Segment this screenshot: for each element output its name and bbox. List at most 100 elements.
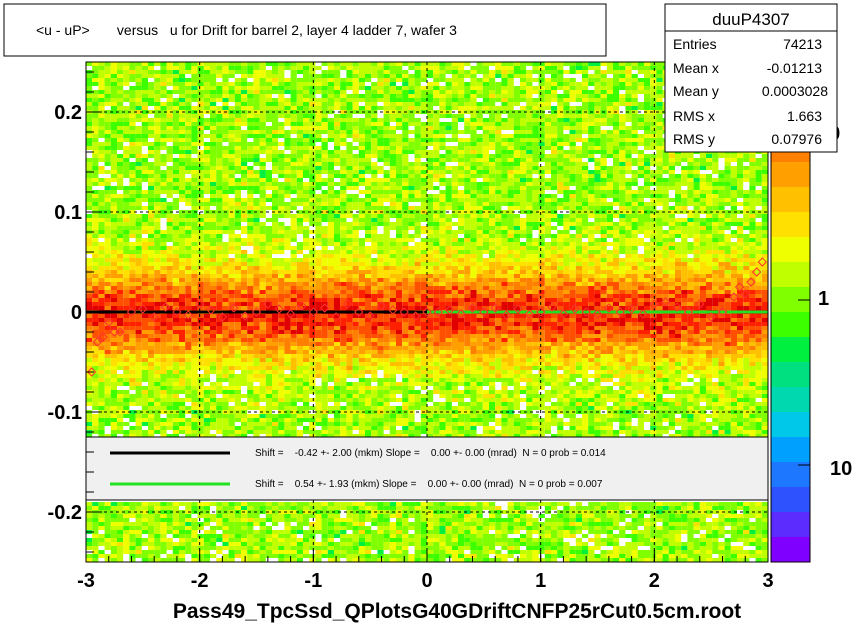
heatmap-cell bbox=[396, 114, 403, 118]
heatmap-cell bbox=[656, 198, 663, 202]
heatmap-cell bbox=[117, 62, 124, 66]
heatmap-cell bbox=[433, 254, 440, 258]
heatmap-cell bbox=[563, 222, 570, 226]
heatmap-cell bbox=[141, 78, 148, 82]
heatmap-cell bbox=[631, 118, 638, 122]
heatmap-cell bbox=[551, 186, 558, 190]
heatmap-cell bbox=[451, 182, 458, 186]
heatmap-cell bbox=[526, 190, 533, 194]
heatmap-cell bbox=[247, 106, 254, 110]
heatmap-cell bbox=[625, 102, 632, 106]
heatmap-cell bbox=[154, 106, 161, 110]
heatmap-cell bbox=[544, 198, 551, 202]
heatmap-cell bbox=[197, 98, 204, 102]
heatmap-cell bbox=[755, 234, 762, 238]
heatmap-cell bbox=[259, 78, 266, 82]
heatmap-cell bbox=[179, 178, 186, 182]
heatmap-cell bbox=[613, 74, 620, 78]
heatmap-cell bbox=[148, 118, 155, 122]
heatmap-cell bbox=[172, 254, 179, 258]
heatmap-cell bbox=[718, 194, 725, 198]
heatmap-cell bbox=[687, 214, 694, 218]
heatmap-cell bbox=[265, 178, 272, 182]
heatmap-cell bbox=[247, 214, 254, 218]
heatmap-cell bbox=[110, 146, 117, 150]
heatmap-cell bbox=[668, 186, 675, 190]
heatmap-cell bbox=[675, 182, 682, 186]
heatmap-cell bbox=[569, 242, 576, 246]
heatmap-cell bbox=[92, 90, 99, 94]
heatmap-cell bbox=[228, 178, 235, 182]
heatmap-cell bbox=[86, 194, 93, 198]
heatmap-cell bbox=[730, 166, 737, 170]
heatmap-cell bbox=[445, 114, 452, 118]
heatmap-cell bbox=[637, 82, 644, 86]
heatmap-cell bbox=[507, 170, 514, 174]
heatmap-cell bbox=[420, 70, 427, 74]
heatmap-cell bbox=[172, 118, 179, 122]
heatmap-cell bbox=[290, 138, 297, 142]
heatmap-cell bbox=[141, 158, 148, 162]
heatmap-cell bbox=[532, 210, 539, 214]
heatmap-cell bbox=[315, 122, 322, 126]
heatmap-cell bbox=[309, 98, 316, 102]
heatmap-cell bbox=[340, 162, 347, 166]
heatmap-cell bbox=[327, 178, 334, 182]
heatmap-cell bbox=[253, 158, 260, 162]
heatmap-cell bbox=[272, 78, 279, 82]
heatmap-cell bbox=[439, 182, 446, 186]
heatmap-cell bbox=[445, 214, 452, 218]
heatmap-cell bbox=[439, 146, 446, 150]
heatmap-cell bbox=[303, 138, 310, 142]
heatmap-cell bbox=[315, 74, 322, 78]
heatmap-cell bbox=[241, 182, 248, 186]
heatmap-cell bbox=[588, 186, 595, 190]
heatmap-cell bbox=[482, 202, 489, 206]
heatmap-cell bbox=[234, 242, 241, 246]
heatmap-cell bbox=[458, 146, 465, 150]
heatmap-cell bbox=[650, 82, 657, 86]
heatmap-cell bbox=[625, 162, 632, 166]
heatmap-cell bbox=[383, 206, 390, 210]
heatmap-cell bbox=[551, 254, 558, 258]
heatmap-cell bbox=[414, 106, 421, 110]
heatmap-cell bbox=[557, 198, 564, 202]
heatmap-cell bbox=[265, 154, 272, 158]
heatmap-cell bbox=[650, 174, 657, 178]
heatmap-cell bbox=[588, 202, 595, 206]
heatmap-cell bbox=[309, 238, 316, 242]
heatmap-cell bbox=[309, 170, 316, 174]
heatmap-cell bbox=[637, 102, 644, 106]
heatmap-cell bbox=[179, 134, 186, 138]
heatmap-cell bbox=[557, 138, 564, 142]
heatmap-cell bbox=[383, 182, 390, 186]
heatmap-cell bbox=[352, 110, 359, 114]
heatmap-cell bbox=[340, 142, 347, 146]
heatmap-cell bbox=[346, 206, 353, 210]
heatmap-cell bbox=[334, 70, 341, 74]
heatmap-cell bbox=[284, 114, 291, 118]
heatmap-cell bbox=[637, 194, 644, 198]
heatmap-cell bbox=[451, 206, 458, 210]
heatmap-cell bbox=[197, 170, 204, 174]
heatmap-cell bbox=[650, 110, 657, 114]
heatmap-cell bbox=[600, 86, 607, 90]
heatmap-cell bbox=[631, 134, 638, 138]
heatmap-cell bbox=[476, 78, 483, 82]
heatmap-cell bbox=[458, 162, 465, 166]
heatmap-cell bbox=[247, 90, 254, 94]
heatmap-cell bbox=[631, 98, 638, 102]
heatmap-cell bbox=[594, 150, 601, 154]
heatmap-cell bbox=[334, 202, 341, 206]
heatmap-cell bbox=[365, 158, 372, 162]
heatmap-cell bbox=[327, 138, 334, 142]
heatmap-cell bbox=[569, 166, 576, 170]
heatmap-cell bbox=[315, 182, 322, 186]
heatmap-cell bbox=[662, 162, 669, 166]
heatmap-cell bbox=[278, 94, 285, 98]
heatmap-cell bbox=[687, 186, 694, 190]
heatmap-cell bbox=[495, 86, 502, 90]
heatmap-cell bbox=[625, 242, 632, 246]
heatmap-cell bbox=[129, 206, 136, 210]
heatmap-cell bbox=[272, 234, 279, 238]
